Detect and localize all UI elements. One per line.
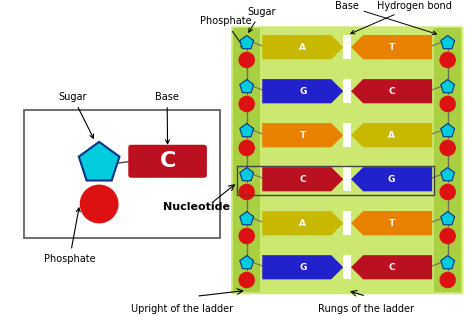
Bar xyxy=(24,110,220,238)
Circle shape xyxy=(439,184,456,200)
Text: Upright of the ladder: Upright of the ladder xyxy=(131,304,233,314)
Text: C: C xyxy=(388,87,395,96)
Polygon shape xyxy=(351,211,432,235)
Text: G: G xyxy=(299,263,307,272)
Circle shape xyxy=(238,184,255,200)
Circle shape xyxy=(238,272,255,288)
Bar xyxy=(343,35,351,59)
Text: A: A xyxy=(299,219,306,228)
Circle shape xyxy=(439,228,456,244)
Polygon shape xyxy=(240,167,254,181)
Polygon shape xyxy=(240,80,254,93)
Text: Base: Base xyxy=(335,1,437,35)
Polygon shape xyxy=(240,212,254,225)
Text: Hydrogen bond: Hydrogen bond xyxy=(351,1,452,34)
Text: C: C xyxy=(388,263,395,272)
Polygon shape xyxy=(262,167,343,191)
Bar xyxy=(343,79,351,103)
Polygon shape xyxy=(262,255,343,279)
Polygon shape xyxy=(79,142,119,180)
Circle shape xyxy=(439,96,456,112)
Text: Sugar: Sugar xyxy=(247,7,275,32)
Text: T: T xyxy=(300,131,306,140)
Polygon shape xyxy=(441,124,455,137)
Text: Rungs of the ladder: Rungs of the ladder xyxy=(318,304,414,314)
Bar xyxy=(237,166,434,195)
Bar xyxy=(343,255,351,279)
Circle shape xyxy=(238,140,255,156)
Text: G: G xyxy=(388,175,395,184)
Text: Base: Base xyxy=(155,92,179,144)
Polygon shape xyxy=(441,212,455,225)
Polygon shape xyxy=(351,35,432,59)
Polygon shape xyxy=(351,255,432,279)
FancyBboxPatch shape xyxy=(128,145,207,178)
Polygon shape xyxy=(351,79,432,103)
Text: C: C xyxy=(159,151,176,171)
Circle shape xyxy=(439,272,456,288)
Bar xyxy=(233,28,260,292)
Bar xyxy=(343,211,351,235)
Circle shape xyxy=(238,52,255,68)
Polygon shape xyxy=(262,35,343,59)
Text: Phosphate: Phosphate xyxy=(44,208,95,264)
Circle shape xyxy=(238,228,255,244)
Circle shape xyxy=(439,140,456,156)
Circle shape xyxy=(439,52,456,68)
Text: Sugar: Sugar xyxy=(59,92,93,138)
Bar xyxy=(343,167,351,191)
Polygon shape xyxy=(240,35,254,49)
Polygon shape xyxy=(262,211,343,235)
Text: Phosphate: Phosphate xyxy=(200,16,251,49)
Text: A: A xyxy=(299,43,306,52)
Text: Nucleotide: Nucleotide xyxy=(163,202,230,212)
Text: T: T xyxy=(389,43,395,52)
Bar xyxy=(434,28,461,292)
Polygon shape xyxy=(240,124,254,137)
Circle shape xyxy=(80,185,118,223)
Text: A: A xyxy=(388,131,395,140)
Polygon shape xyxy=(441,80,455,93)
Bar xyxy=(343,123,351,147)
Polygon shape xyxy=(240,256,254,269)
Polygon shape xyxy=(262,79,343,103)
Text: G: G xyxy=(299,87,307,96)
Text: T: T xyxy=(389,219,395,228)
Polygon shape xyxy=(441,256,455,269)
Circle shape xyxy=(238,96,255,112)
Text: C: C xyxy=(300,175,306,184)
Polygon shape xyxy=(351,167,432,191)
Polygon shape xyxy=(262,123,343,147)
Polygon shape xyxy=(351,123,432,147)
FancyBboxPatch shape xyxy=(231,26,463,294)
Polygon shape xyxy=(441,35,455,49)
Polygon shape xyxy=(441,167,455,181)
